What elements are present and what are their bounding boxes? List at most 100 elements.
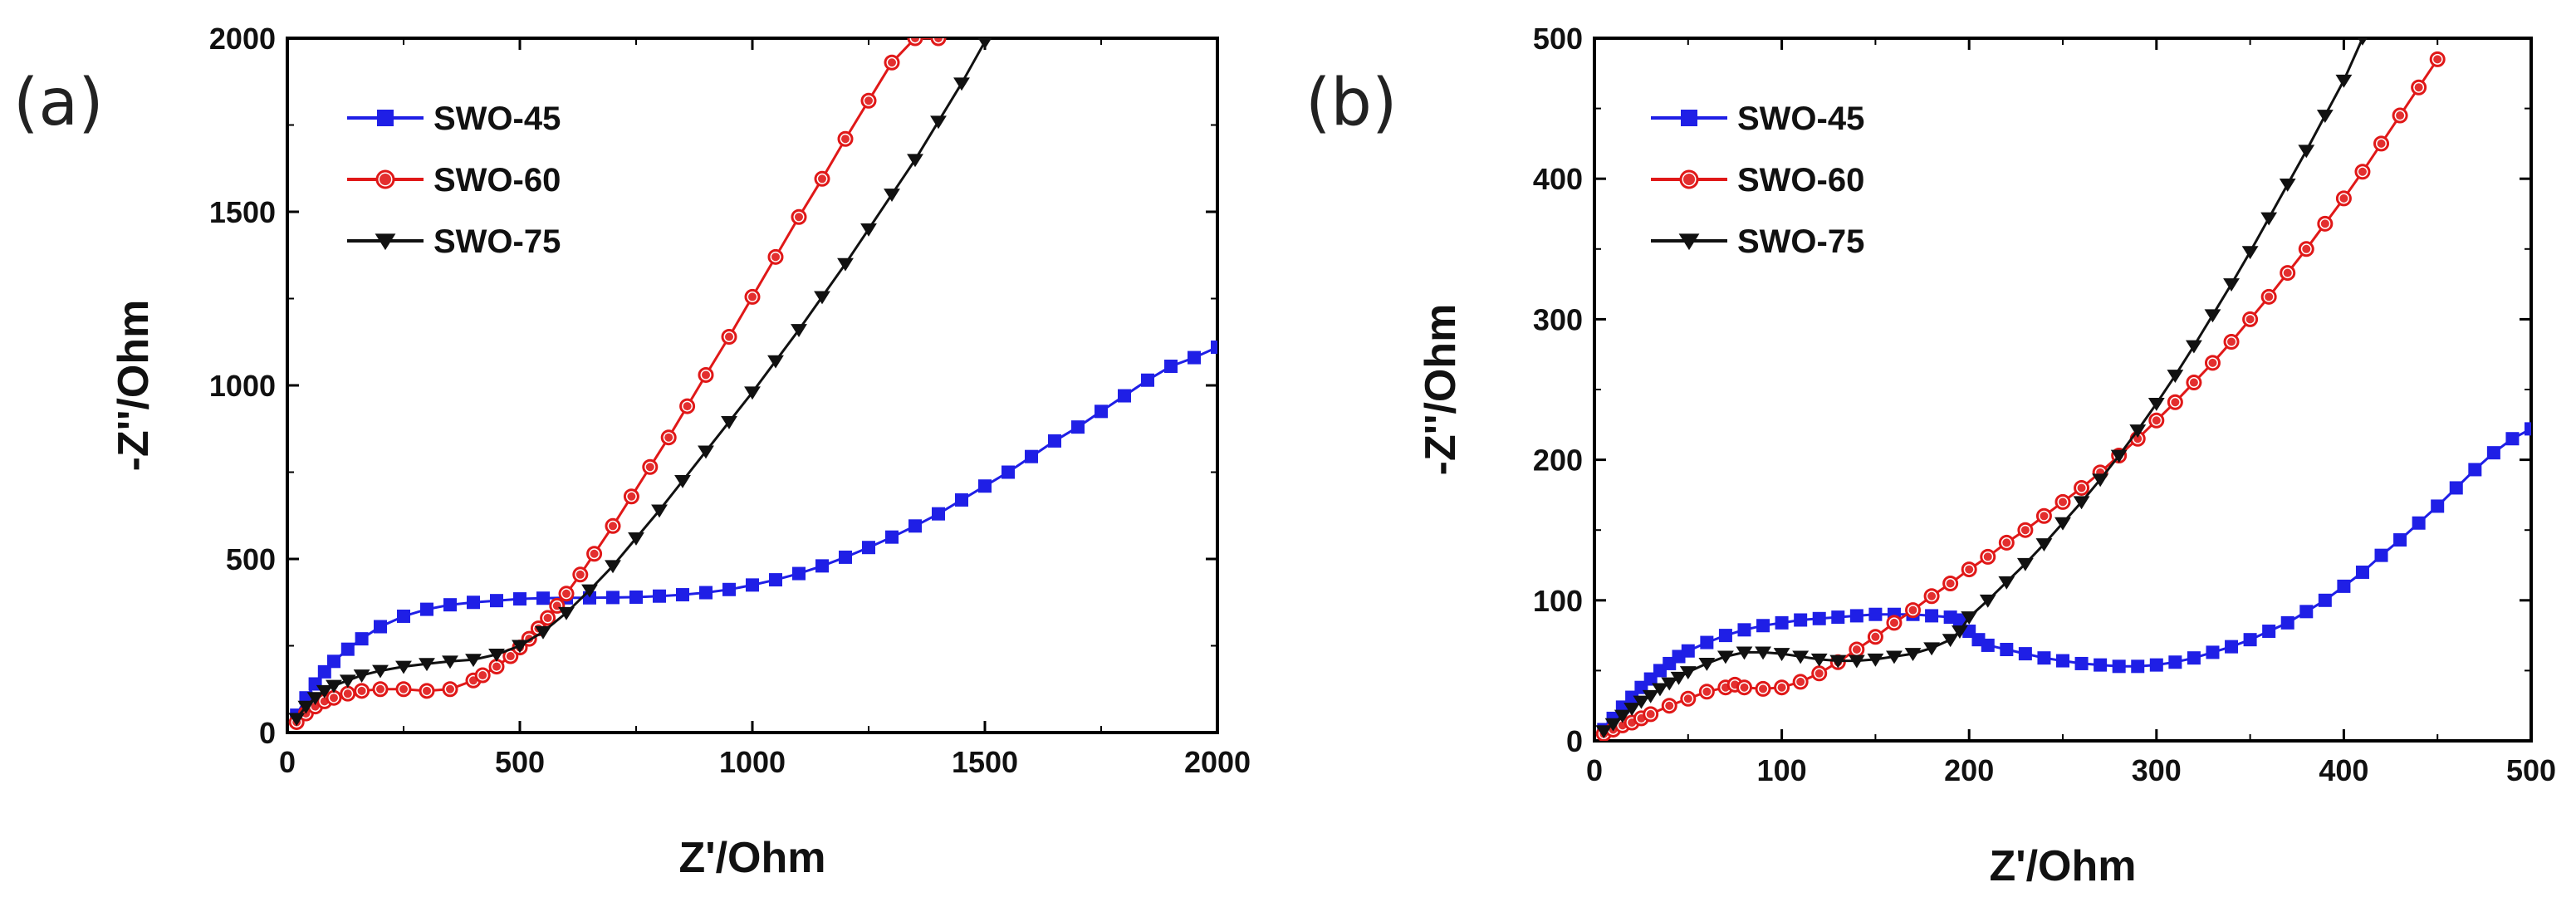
data-point bbox=[674, 475, 691, 488]
data-point bbox=[1810, 653, 1828, 667]
data-point bbox=[443, 598, 457, 612]
legend-item: SWO-45 bbox=[1651, 100, 1864, 137]
data-point bbox=[1698, 657, 1716, 671]
data-point bbox=[699, 586, 713, 600]
data-point bbox=[2037, 651, 2051, 665]
data-point bbox=[317, 664, 331, 679]
data-point bbox=[2073, 496, 2090, 510]
data-point-fill bbox=[911, 38, 919, 42]
data-point bbox=[862, 541, 875, 555]
data-point bbox=[2129, 424, 2147, 438]
y-tick-label: 500 bbox=[1533, 22, 1583, 56]
y-tick-label: 0 bbox=[1566, 724, 1583, 758]
data-point bbox=[955, 493, 968, 507]
data-point-fill bbox=[543, 614, 552, 623]
chart-panel-a: (a) 0 500 1000 1500 2000 0 500 1000 1500 2000 Z'/Oh… bbox=[13, 22, 1251, 882]
legend-marker bbox=[377, 110, 394, 126]
data-point bbox=[791, 324, 807, 338]
data-point-fill bbox=[841, 135, 850, 144]
data-point bbox=[355, 632, 369, 646]
data-point-fill bbox=[609, 522, 617, 531]
data-point bbox=[1952, 613, 1966, 627]
data-point bbox=[1849, 609, 1863, 623]
data-point-fill bbox=[1683, 694, 1692, 703]
data-point-fill bbox=[2152, 416, 2161, 425]
y-tick-label: 500 bbox=[226, 542, 276, 576]
x-tick-label: 100 bbox=[1757, 753, 1807, 787]
data-point-fill bbox=[1796, 677, 1805, 686]
data-point bbox=[2168, 655, 2182, 669]
data-point-fill bbox=[1702, 687, 1712, 696]
data-point bbox=[1211, 341, 1217, 355]
data-point bbox=[722, 582, 736, 596]
data-point bbox=[467, 596, 480, 610]
data-point-fill bbox=[1740, 683, 1749, 692]
data-point bbox=[1095, 404, 1108, 419]
x-tick-label: 300 bbox=[2132, 753, 2182, 787]
data-point bbox=[419, 658, 435, 672]
data-point bbox=[1923, 642, 1940, 656]
data-point bbox=[1141, 373, 1154, 387]
data-point bbox=[2262, 625, 2276, 639]
data-point bbox=[605, 560, 621, 574]
x-tick-label: 400 bbox=[2319, 753, 2368, 787]
data-point-fill bbox=[2020, 526, 2030, 535]
data-point bbox=[1981, 638, 1995, 652]
data-point-fill bbox=[2414, 83, 2423, 92]
legend-item: SWO-75 bbox=[1651, 223, 1864, 260]
legend: SWO-45 SWO-60 SWO-75 bbox=[347, 100, 561, 260]
data-point-fill bbox=[771, 252, 780, 262]
x-tick-label: 0 bbox=[1586, 753, 1603, 787]
y-tick-label: 300 bbox=[1533, 302, 1583, 336]
data-point bbox=[1679, 666, 1697, 680]
data-point bbox=[1118, 389, 1131, 403]
data-point-fill bbox=[399, 684, 408, 694]
series-line bbox=[296, 41, 987, 720]
data-point-fill bbox=[1983, 552, 1992, 561]
y-tick-label: 0 bbox=[259, 716, 276, 750]
data-point bbox=[2016, 557, 2034, 571]
plot-frame bbox=[286, 37, 1219, 734]
data-point bbox=[2092, 473, 2109, 488]
data-point bbox=[374, 620, 387, 634]
data-point-fill bbox=[2133, 434, 2143, 444]
x-tick-label: 500 bbox=[2506, 753, 2556, 787]
data-point-fill bbox=[664, 433, 673, 442]
data-point bbox=[953, 77, 970, 91]
data-point bbox=[1604, 718, 1622, 732]
data-point bbox=[1756, 619, 1770, 633]
data-point bbox=[2094, 658, 2108, 672]
data-point bbox=[2110, 449, 2128, 463]
data-point bbox=[2074, 656, 2089, 670]
data-point bbox=[1700, 635, 1714, 649]
data-point bbox=[1164, 360, 1178, 374]
data-point bbox=[490, 594, 503, 608]
data-point-fill bbox=[2302, 244, 2311, 253]
data-point bbox=[769, 573, 782, 587]
data-point bbox=[1904, 648, 1922, 662]
data-point-fill bbox=[1814, 669, 1824, 678]
data-point bbox=[2018, 647, 2032, 661]
data-point-fill bbox=[818, 174, 826, 184]
data-point-fill bbox=[864, 96, 873, 105]
data-point bbox=[340, 642, 355, 656]
data-point bbox=[721, 415, 737, 429]
data-point bbox=[1623, 703, 1641, 717]
data-point-fill bbox=[575, 570, 585, 579]
legend: SWO-45 SWO-60 SWO-75 bbox=[1651, 100, 1864, 260]
data-point bbox=[1071, 420, 1085, 434]
data-point bbox=[2167, 370, 2184, 384]
data-point bbox=[2035, 538, 2053, 552]
data-point bbox=[884, 189, 900, 203]
data-point-fill bbox=[2396, 111, 2405, 120]
data-point-fill bbox=[492, 662, 501, 671]
data-point-fill bbox=[2265, 292, 2274, 301]
data-point bbox=[288, 713, 306, 727]
data-point bbox=[558, 606, 575, 620]
legend-marker bbox=[1678, 233, 1700, 251]
data-point bbox=[2449, 481, 2463, 495]
data-point bbox=[698, 445, 714, 459]
data-point bbox=[2337, 579, 2351, 593]
data-point bbox=[2206, 645, 2220, 659]
data-point bbox=[839, 550, 852, 564]
